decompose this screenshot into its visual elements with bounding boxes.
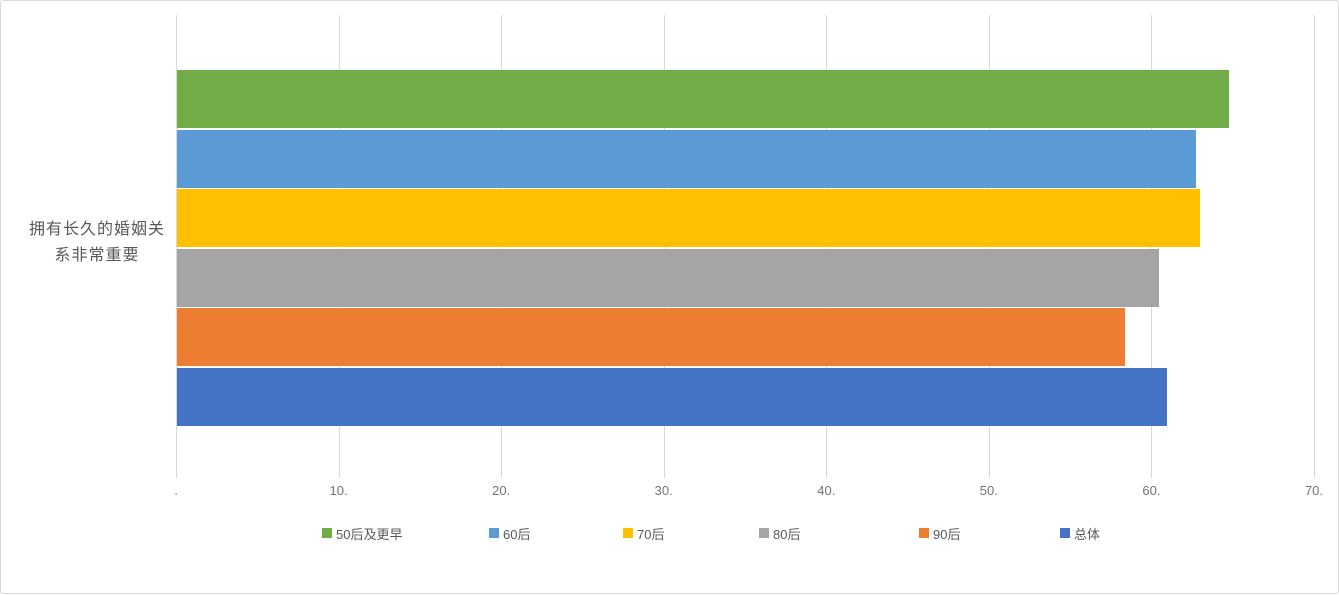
x-tick-label-50: 50. <box>979 483 998 498</box>
x-tick-label-10: 10. <box>329 483 348 498</box>
legend-item-90s: 90后 <box>919 524 960 542</box>
legend-item-80s: 80后 <box>759 524 800 542</box>
bar-90s <box>177 308 1125 366</box>
bar-70s <box>177 189 1200 247</box>
x-tick-label-70: 70. <box>1304 483 1324 498</box>
legend-label: 80后 <box>773 526 801 542</box>
category-label-line2: 系非常重要 <box>54 247 140 264</box>
gridline-0 <box>176 15 177 478</box>
legend-swatch-icon <box>623 528 633 538</box>
x-tick-label-40: 40. <box>817 483 836 498</box>
legend-label: 50后及更早 <box>336 526 403 542</box>
x-tick-label-60: 60. <box>1142 483 1161 498</box>
x-tick-label-20: 20. <box>492 483 511 498</box>
legend-label: 90后 <box>933 526 961 542</box>
legend-label: 70后 <box>637 526 665 542</box>
legend-item-50s-and-earlier: 50后及更早 <box>322 524 402 542</box>
bar-50s-and-earlier <box>177 70 1229 128</box>
legend-swatch-icon <box>919 528 929 538</box>
legend-swatch-icon <box>322 528 332 538</box>
x-tick-label-0: . <box>174 483 178 498</box>
legend-label: 总体 <box>1074 526 1101 542</box>
x-tick-label-30: 30. <box>654 483 673 498</box>
legend-item-overall: 总体 <box>1060 524 1100 542</box>
bar-overall <box>177 368 1167 426</box>
legend-label: 60后 <box>503 526 531 542</box>
legend-item-70s: 70后 <box>623 524 664 542</box>
category-label-line1: 拥有长久的婚姻关 <box>28 221 165 238</box>
legend-item-60s: 60后 <box>489 524 530 542</box>
bar-80s <box>177 249 1159 307</box>
legend-swatch-icon <box>489 528 499 538</box>
category-label: 拥有长久的婚姻关 系非常重要 <box>17 217 177 269</box>
legend: 50后及更早 60后 70后 80后 90后 总体 <box>1 524 1339 544</box>
legend-swatch-icon <box>759 528 769 538</box>
gridline-70 <box>1314 15 1315 478</box>
legend-swatch-icon <box>1060 528 1070 538</box>
bar-60s <box>177 130 1196 188</box>
